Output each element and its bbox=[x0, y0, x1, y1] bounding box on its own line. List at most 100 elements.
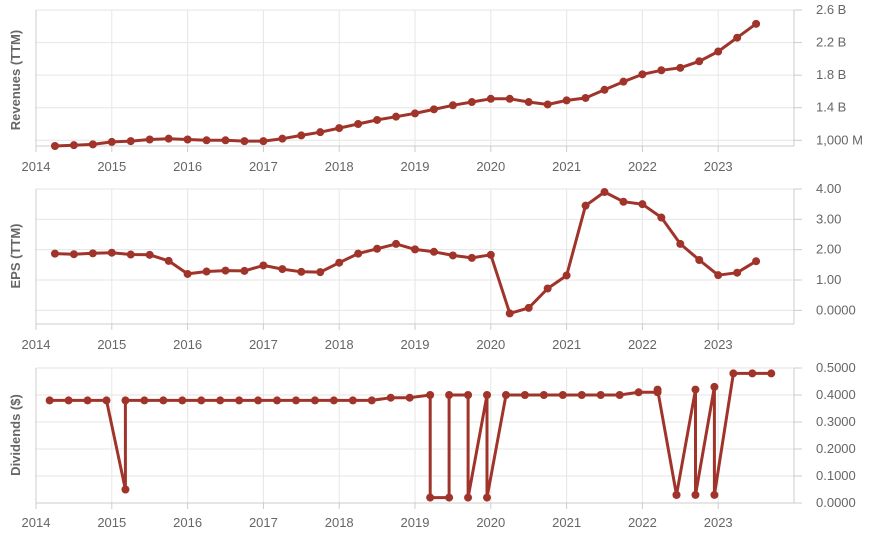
data-point bbox=[691, 385, 700, 394]
data-point bbox=[310, 396, 319, 405]
data-point bbox=[178, 396, 187, 405]
data-point bbox=[411, 109, 419, 118]
y-tick-label: 2.2 B bbox=[816, 35, 846, 50]
y-tick-label: 2.00 bbox=[816, 242, 841, 257]
data-point bbox=[524, 303, 533, 312]
data-point bbox=[653, 385, 662, 394]
x-tick-label: 2022 bbox=[628, 515, 657, 530]
data-point bbox=[259, 261, 268, 270]
data-point bbox=[392, 239, 401, 248]
x-tick-label: 2020 bbox=[476, 159, 505, 174]
data-point bbox=[448, 251, 457, 260]
data-point bbox=[50, 142, 59, 150]
data-point bbox=[634, 388, 643, 397]
data-point bbox=[164, 256, 173, 265]
series-line bbox=[53, 190, 758, 315]
data-point bbox=[121, 396, 130, 405]
data-point bbox=[695, 255, 704, 264]
data-point bbox=[278, 134, 287, 143]
data-point bbox=[297, 131, 306, 140]
x-tick-label: 2015 bbox=[97, 515, 126, 530]
data-point bbox=[140, 396, 149, 405]
data-point bbox=[596, 391, 605, 399]
data-point bbox=[235, 396, 244, 405]
data-point bbox=[752, 257, 761, 266]
data-point bbox=[126, 137, 135, 146]
x-tick-label: 2015 bbox=[97, 337, 126, 352]
y-tick-label: 0.4000 bbox=[816, 387, 856, 402]
data-point bbox=[714, 271, 723, 280]
data-point bbox=[426, 493, 435, 502]
y-tick-label: 1.00 bbox=[816, 272, 841, 287]
x-tick-label: 2022 bbox=[628, 159, 657, 174]
data-point bbox=[767, 369, 776, 378]
data-point bbox=[710, 490, 719, 499]
data-point bbox=[197, 396, 206, 405]
data-point bbox=[411, 245, 419, 254]
data-point bbox=[121, 485, 130, 494]
data-point bbox=[733, 33, 742, 42]
data-point bbox=[240, 137, 249, 146]
data-point bbox=[45, 396, 54, 405]
data-point bbox=[619, 197, 628, 206]
data-point bbox=[297, 267, 306, 276]
data-point bbox=[445, 493, 454, 502]
data-point bbox=[88, 140, 97, 149]
data-point bbox=[291, 396, 300, 405]
data-point bbox=[505, 309, 514, 318]
x-tick-label: 2021 bbox=[552, 159, 581, 174]
series-line bbox=[48, 371, 773, 500]
data-point bbox=[729, 369, 738, 378]
y-tick-label: 1.8 B bbox=[816, 67, 846, 82]
data-point bbox=[348, 396, 357, 405]
data-point bbox=[126, 250, 135, 259]
data-point bbox=[202, 136, 211, 145]
x-tick-label: 2016 bbox=[173, 515, 202, 530]
y-tick-label: 0.1000 bbox=[816, 468, 856, 483]
data-point bbox=[539, 391, 548, 399]
data-point bbox=[710, 382, 719, 391]
y-tick-label: 0.0000 bbox=[816, 302, 856, 317]
x-tick-label: 2015 bbox=[97, 159, 126, 174]
data-point bbox=[69, 141, 78, 150]
data-point bbox=[619, 77, 628, 86]
data-point bbox=[486, 250, 495, 259]
data-point bbox=[50, 249, 59, 258]
x-tick-label: 2016 bbox=[173, 159, 202, 174]
x-tick-label: 2023 bbox=[704, 515, 733, 530]
data-point bbox=[373, 115, 382, 124]
data-point bbox=[335, 124, 344, 133]
y-tick-label: 1,000 M bbox=[816, 132, 863, 147]
data-point bbox=[445, 391, 454, 399]
data-point bbox=[216, 396, 225, 405]
data-point bbox=[672, 490, 681, 499]
x-tick-label: 2017 bbox=[249, 515, 278, 530]
data-point bbox=[691, 490, 700, 499]
y-axis-label: Revenues (TTM) bbox=[8, 30, 23, 130]
data-point bbox=[638, 70, 647, 79]
data-point bbox=[501, 391, 510, 399]
x-tick-label: 2016 bbox=[173, 337, 202, 352]
data-point bbox=[714, 47, 723, 56]
data-point bbox=[638, 200, 647, 209]
data-point bbox=[464, 391, 473, 399]
data-point bbox=[145, 250, 154, 259]
data-point bbox=[102, 396, 111, 405]
data-point bbox=[354, 120, 363, 129]
data-point bbox=[202, 267, 211, 276]
y-tick-label: 0.3000 bbox=[816, 414, 856, 429]
data-point bbox=[107, 248, 116, 257]
data-point bbox=[676, 239, 685, 248]
data-point bbox=[600, 188, 609, 197]
data-point bbox=[316, 268, 325, 277]
data-point bbox=[159, 396, 168, 405]
y-axis-label: Dividends ($) bbox=[8, 394, 23, 476]
chart-panel-2: 4.00 3.00 2.00 1.00 0.0000 2014 2015 2016 2017 20… bbox=[8, 181, 856, 352]
data-point bbox=[405, 393, 414, 402]
data-point bbox=[657, 66, 666, 75]
data-point bbox=[367, 396, 376, 405]
x-tick-label: 2017 bbox=[249, 337, 278, 352]
y-tick-label: 4.00 bbox=[816, 181, 841, 196]
